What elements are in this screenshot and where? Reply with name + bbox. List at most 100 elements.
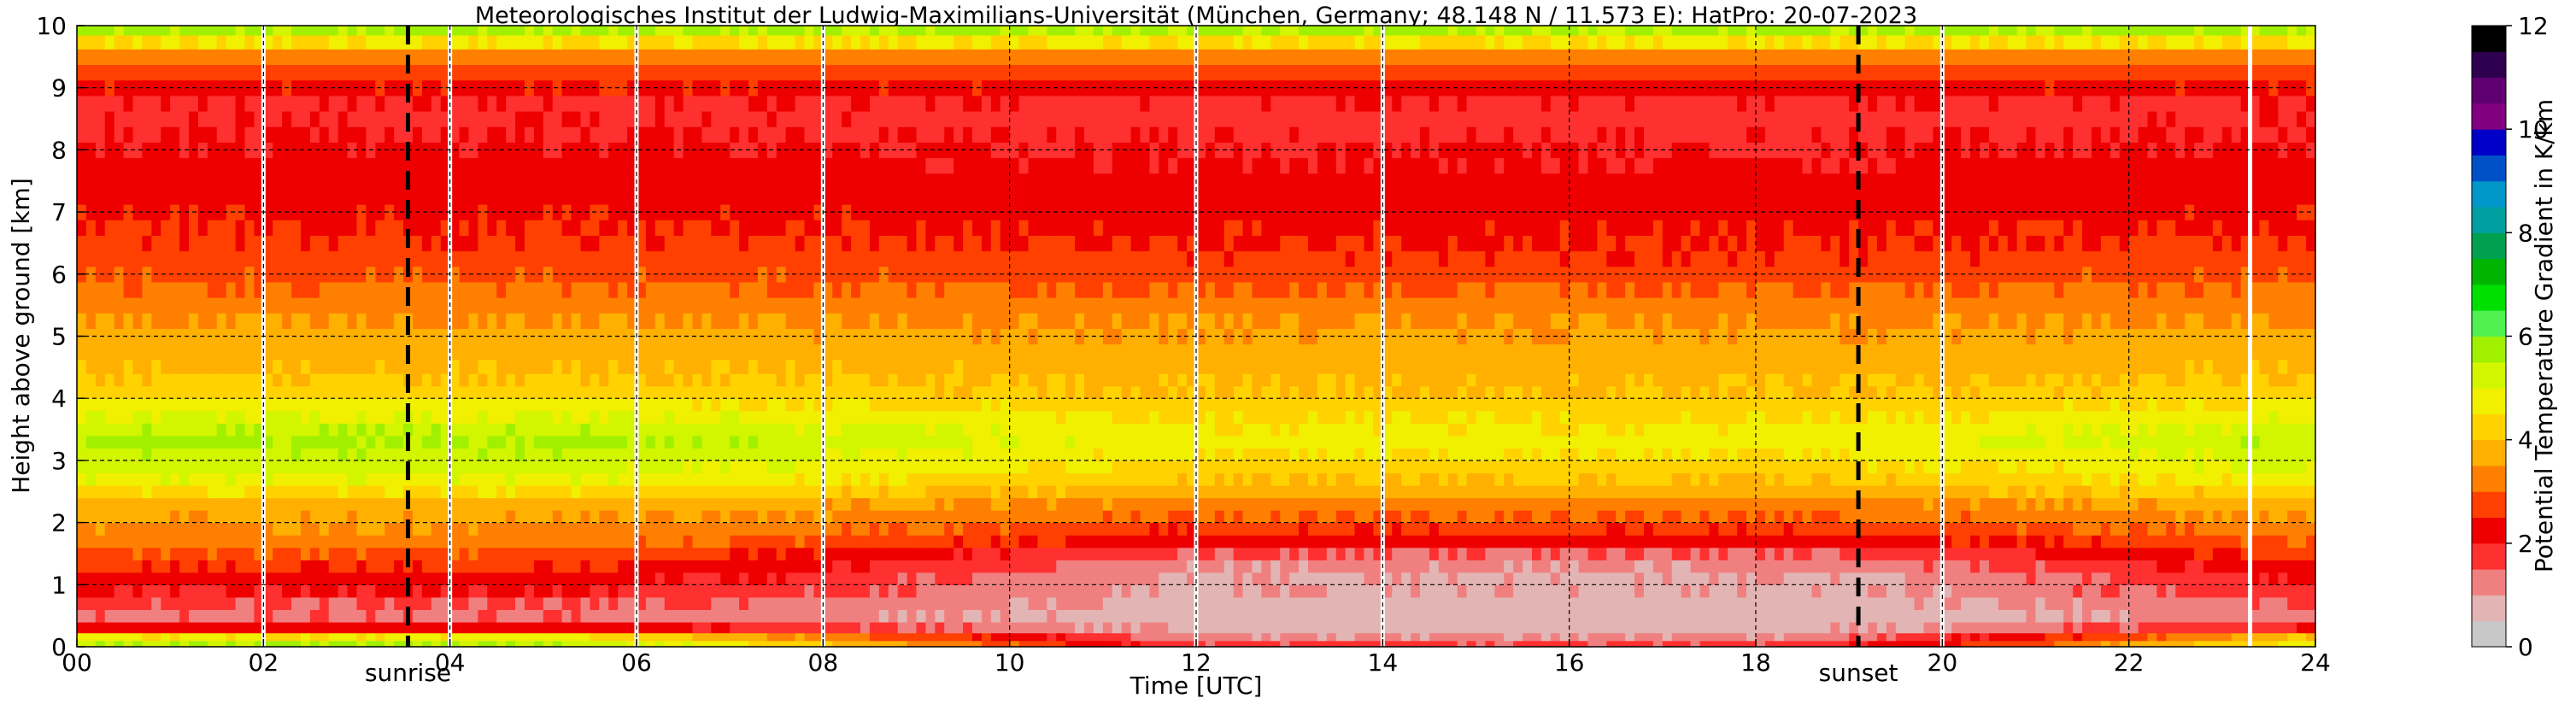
heatmap-cell <box>776 34 787 50</box>
heatmap-cell <box>337 632 349 642</box>
heatmap-cell <box>216 423 227 437</box>
heatmap-cell <box>197 220 208 236</box>
heatmap-cell <box>496 250 507 267</box>
heatmap-cell <box>207 359 218 374</box>
heatmap-cell <box>478 266 488 283</box>
heatmap-cell <box>226 547 237 560</box>
heatmap-cell <box>897 497 908 511</box>
heatmap-cell <box>440 343 451 361</box>
heatmap-cell <box>478 110 488 127</box>
heatmap-cell <box>1037 448 1047 461</box>
heatmap-cell <box>123 632 134 642</box>
heatmap-cell <box>282 410 292 424</box>
heatmap-cell <box>944 410 954 424</box>
heatmap-cell <box>580 560 591 573</box>
heatmap-cell <box>1037 266 1047 283</box>
heatmap-cell <box>132 632 144 642</box>
heatmap-cell <box>77 547 87 560</box>
heatmap-cell <box>552 640 563 648</box>
heatmap-cell <box>216 522 227 536</box>
heatmap-cell <box>804 64 815 81</box>
heatmap-cell <box>888 632 899 642</box>
heatmap-cell <box>907 410 918 424</box>
heatmap-cell <box>525 157 535 174</box>
heatmap-cell <box>533 423 544 437</box>
heatmap-cell <box>1018 621 1030 634</box>
heatmap-cell <box>77 497 87 511</box>
heatmap-cell <box>1009 584 1020 598</box>
heatmap-cell <box>1018 297 1030 314</box>
heatmap-cell <box>683 220 694 236</box>
heatmap-cell <box>95 640 106 648</box>
heatmap-cell <box>878 266 889 283</box>
heatmap-cell <box>487 95 497 112</box>
heatmap-cell <box>468 79 479 97</box>
heatmap-cell <box>654 313 666 330</box>
heatmap-cell <box>627 535 637 549</box>
heatmap-cell <box>384 188 395 205</box>
heatmap-cell <box>431 359 442 374</box>
heatmap-cell <box>748 632 759 642</box>
heatmap-cell <box>944 281 954 298</box>
heatmap-cell <box>216 188 227 205</box>
heatmap-cell <box>1047 220 1057 236</box>
heatmap-cell <box>132 204 144 220</box>
heatmap-cell <box>711 313 721 330</box>
heatmap-cell <box>580 359 591 374</box>
heatmap-cell <box>963 609 973 623</box>
heatmap-cell <box>963 281 973 298</box>
heatmap-cell <box>963 560 973 573</box>
heatmap-cell <box>813 632 824 642</box>
heatmap-cell <box>77 173 87 190</box>
heatmap-cell <box>637 435 647 449</box>
heatmap-cell <box>309 173 320 190</box>
heatmap-cell <box>590 535 600 549</box>
heatmap-cell <box>347 510 358 524</box>
heatmap-cell <box>533 49 544 66</box>
heatmap-cell <box>730 110 740 127</box>
heatmap-cell <box>515 472 525 486</box>
heatmap-cell <box>748 560 759 573</box>
heatmap-cell <box>757 373 768 387</box>
heatmap-cell <box>832 547 842 560</box>
heatmap-cell <box>496 535 507 549</box>
heatmap-cell <box>1037 297 1047 314</box>
heatmap-cell <box>496 584 507 598</box>
heatmap-cell <box>216 398 227 412</box>
heatmap-cell <box>599 266 609 283</box>
heatmap-cell <box>123 110 134 127</box>
heatmap-cell <box>533 385 544 399</box>
heatmap-cell <box>506 157 516 174</box>
heatmap-cell <box>739 448 749 461</box>
heatmap-cell <box>795 313 806 330</box>
heatmap-cell <box>673 560 684 573</box>
heatmap-cell <box>459 173 470 190</box>
heatmap-cell <box>673 596 684 610</box>
heatmap-cell <box>832 142 842 159</box>
heatmap-cell <box>711 64 721 81</box>
heatmap-cell <box>244 497 255 511</box>
heatmap-cell <box>683 313 694 330</box>
heatmap-cell <box>683 110 694 127</box>
heatmap-cell <box>356 34 367 50</box>
heatmap-cell <box>599 572 609 585</box>
heatmap-cell <box>813 596 824 610</box>
heatmap-cell <box>132 79 144 97</box>
heatmap-cell <box>301 34 311 50</box>
heatmap-cell <box>692 220 703 236</box>
heatmap-cell <box>720 435 731 449</box>
heatmap-cell <box>869 423 880 437</box>
heatmap-cell <box>244 235 255 252</box>
heatmap-cell <box>795 632 806 642</box>
heatmap-cell <box>888 173 899 190</box>
heatmap-cell <box>235 188 246 205</box>
heatmap-cell <box>1065 460 1076 474</box>
heatmap-cell <box>478 621 488 634</box>
heatmap-cell <box>692 157 703 174</box>
heatmap-cell <box>1084 472 1094 486</box>
heatmap-cell <box>244 95 255 112</box>
heatmap-cell <box>356 484 367 499</box>
heatmap-cell <box>599 373 609 387</box>
heatmap-cell <box>1075 26 1085 36</box>
heatmap-cell <box>990 188 1001 205</box>
